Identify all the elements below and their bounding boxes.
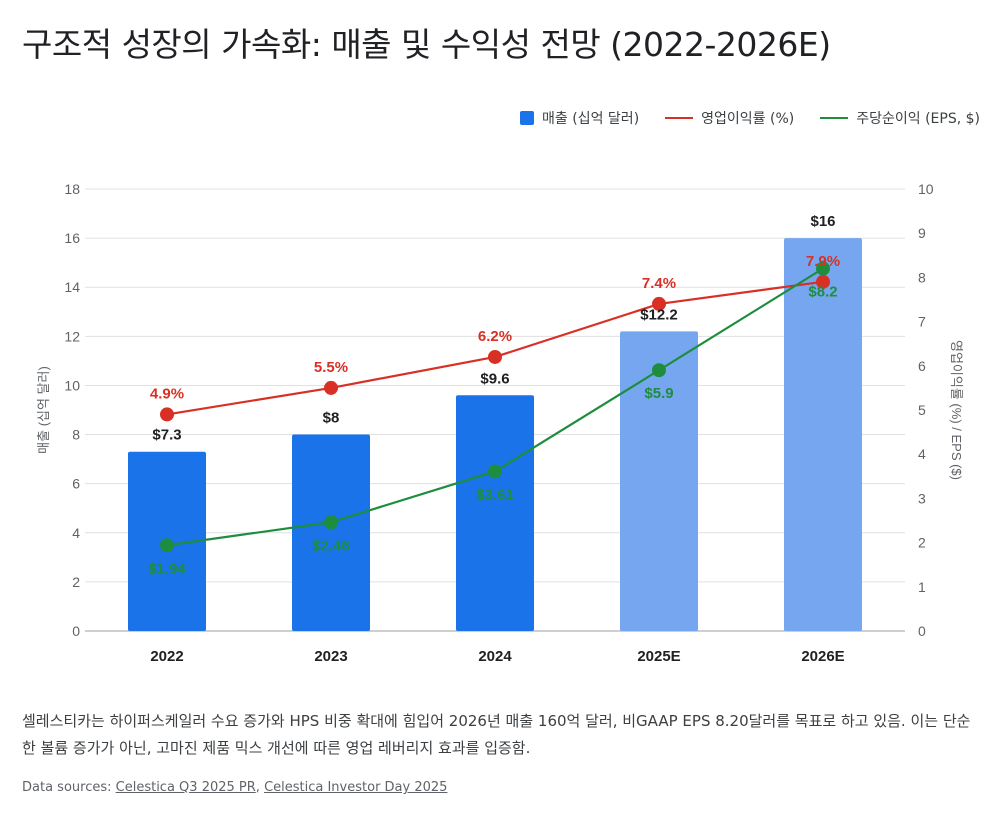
revenue-bar-label: $12.2 xyxy=(640,306,678,323)
y-right-tick-label: 0 xyxy=(918,623,926,639)
margin-point xyxy=(652,296,666,311)
summary-text: 셀레스티카는 하이퍼스케일러 수요 증가와 HPS 비중 확대에 힘입어 202… xyxy=(22,712,971,757)
y-right-tick-label: 1 xyxy=(918,579,926,595)
y-left-tick-label: 6 xyxy=(72,476,80,492)
legend-swatch-eps xyxy=(820,117,849,119)
eps-point xyxy=(816,261,830,276)
revenue-bar-label: $9.6 xyxy=(480,370,509,387)
eps-label: $5.9 xyxy=(644,385,673,402)
y-right-tick-label: 2 xyxy=(918,535,926,551)
y-right-tick-label: 9 xyxy=(918,225,926,241)
margin-label: 5.5% xyxy=(314,359,348,376)
eps-point xyxy=(160,538,174,553)
y-left-tick-label: 18 xyxy=(64,181,80,197)
y-left-tick-label: 8 xyxy=(72,427,80,443)
y-right-tick-label: 10 xyxy=(918,181,934,197)
eps-label: $3.61 xyxy=(476,486,514,503)
source-link-investor-day[interactable]: Celestica Investor Day 2025 xyxy=(264,780,448,795)
y-left-tick-label: 4 xyxy=(72,525,80,541)
margin-label: 7.9% xyxy=(806,253,840,270)
revenue-bar-label: $8 xyxy=(323,410,340,427)
eps-label: $2.46 xyxy=(312,537,350,554)
legend-item-margin: 영업이익률 (%) xyxy=(665,108,794,128)
legend-label-margin: 영업이익률 (%) xyxy=(701,111,795,127)
margin-point xyxy=(160,407,174,422)
sources-prefix: Data sources: xyxy=(22,780,112,795)
source-link-q3-pr[interactable]: Celestica Q3 2025 PR xyxy=(115,780,256,795)
y-right-tick-label: 6 xyxy=(918,358,926,374)
margin-point xyxy=(488,349,502,364)
revenue-bar-label: $16 xyxy=(810,213,835,230)
legend-swatch-revenue xyxy=(520,111,535,125)
y-left-tick-label: 0 xyxy=(72,623,80,639)
y-left-axis-title: 매출 (십억 달러) xyxy=(36,366,51,454)
margin-label: 6.2% xyxy=(478,328,512,345)
margin-label: 7.4% xyxy=(642,275,676,292)
sources-separator: , xyxy=(255,780,260,795)
margin-point xyxy=(324,380,338,395)
y-left-tick-label: 16 xyxy=(64,230,80,246)
label-layer: $7.3 $8 $9.6 $12.2 $16 4.9% 5.5% 6.2% 7.4% 7.9% $1… xyxy=(148,213,840,577)
y-right-axis-title: 영업이익률 (%) / EPS ($) xyxy=(949,340,964,480)
revenue-bar xyxy=(456,395,534,631)
y-left-tick-label: 12 xyxy=(64,328,80,344)
combo-chart: $7.3 $8 $9.6 $12.2 $16 4.9% 5.5% 6.2% 7.4% 7.9% $1… xyxy=(36,181,964,665)
y-left-tick-label: 10 xyxy=(64,377,80,393)
y-left-tick-label: 14 xyxy=(64,279,80,295)
legend-swatch-margin xyxy=(665,117,694,119)
bar-layer xyxy=(128,238,862,631)
x-tick-label: 2025E xyxy=(637,648,680,665)
legend-item-eps: 주당순이익 (EPS, $) xyxy=(820,108,980,128)
margin-label: 4.9% xyxy=(150,385,184,402)
line-layer xyxy=(160,261,830,553)
eps-label: $8.2 xyxy=(808,284,837,301)
y-right-tick-label: 3 xyxy=(918,490,926,506)
x-tick-label: 2023 xyxy=(314,648,347,665)
revenue-bar xyxy=(292,434,370,631)
eps-point xyxy=(324,515,338,530)
y-right-tick-label: 4 xyxy=(918,446,926,462)
y-right-tick-label: 7 xyxy=(918,314,926,330)
y-left-tick-label: 2 xyxy=(72,574,80,590)
x-tick-label: 2022 xyxy=(150,648,183,665)
x-tick-label: 2026E xyxy=(801,648,844,665)
y-right-tick-label: 8 xyxy=(918,269,926,285)
eps-point xyxy=(652,363,666,378)
legend-item-revenue: 매출 (십억 달러) xyxy=(520,108,639,128)
x-tick-label: 2024 xyxy=(478,648,512,665)
data-sources: Data sources: Celestica Q3 2025 PR, Cele… xyxy=(22,780,447,795)
margin-point xyxy=(816,274,830,289)
chart-legend: 매출 (십억 달러) 영업이익률 (%) 주당순이익 (EPS, $) xyxy=(520,108,980,128)
revenue-bar xyxy=(784,238,862,631)
eps-point xyxy=(488,464,502,479)
revenue-bar xyxy=(620,331,698,631)
y-right-tick-label: 5 xyxy=(918,402,926,418)
legend-label-revenue: 매출 (십억 달러) xyxy=(542,111,640,127)
revenue-bar-label: $7.3 xyxy=(152,427,181,444)
legend-label-eps: 주당순이익 (EPS, $) xyxy=(856,111,980,127)
eps-label: $1.94 xyxy=(148,560,186,577)
margin-line xyxy=(166,280,824,416)
chart-title: 구조적 성장의 가속화: 매출 및 수익성 전망 (2022-2026E) xyxy=(22,25,831,64)
